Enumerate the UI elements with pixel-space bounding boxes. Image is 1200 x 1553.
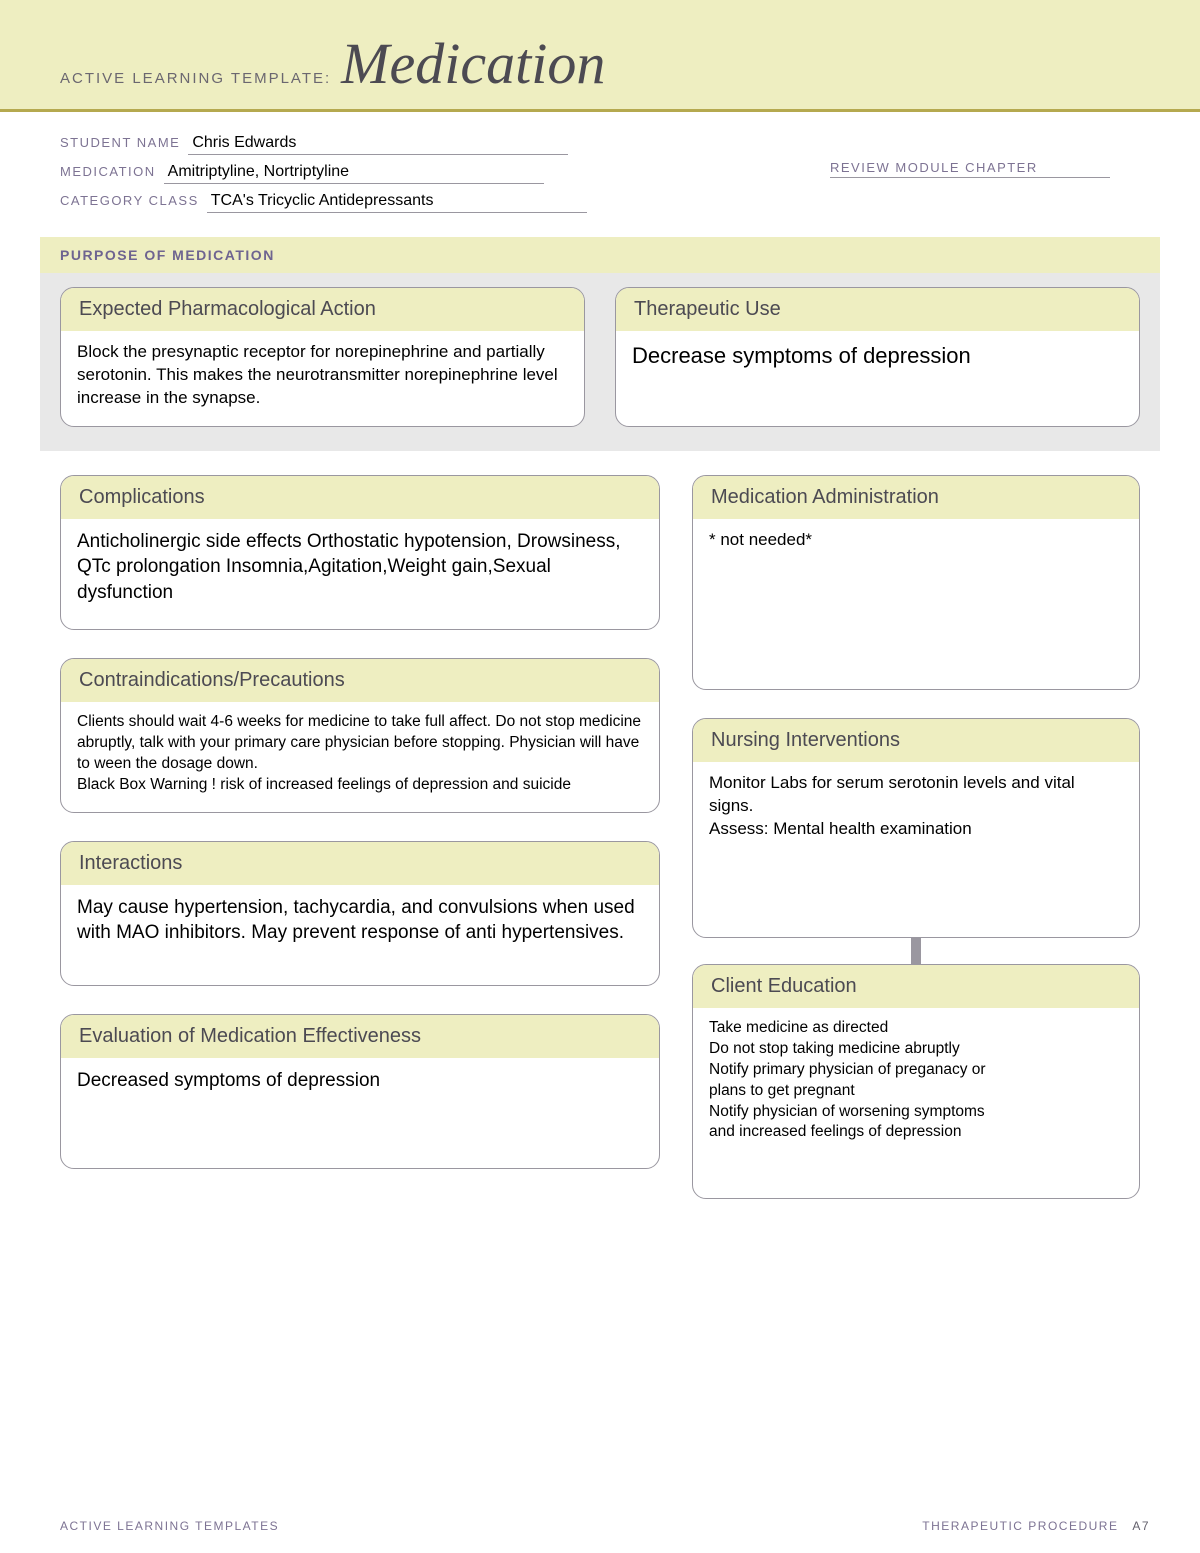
education-card: Client Education Take medicine as direct… <box>692 964 1140 1199</box>
interactions-card: Interactions May cause hypertension, tac… <box>60 841 660 986</box>
pharm-action-card: Expected Pharmacological Action Block th… <box>60 287 585 427</box>
evaluation-card: Evaluation of Medication Effectiveness D… <box>60 1014 660 1169</box>
nursing-title: Nursing Interventions <box>693 719 1139 762</box>
evaluation-title: Evaluation of Medication Effectiveness <box>61 1015 659 1058</box>
header-prefix: ACTIVE LEARNING TEMPLATE: <box>60 70 331 87</box>
therapeutic-use-card: Therapeutic Use Decrease symptoms of dep… <box>615 287 1140 427</box>
meta-block: STUDENT NAME Chris Edwards MEDICATION Am… <box>0 112 1200 237</box>
header-title: Medication <box>341 30 605 97</box>
student-name-label: STUDENT NAME <box>60 135 180 150</box>
review-chapter-field[interactable]: REVIEW MODULE CHAPTER <box>830 160 1110 178</box>
left-column: Complications Anticholinergic side effec… <box>60 475 660 1199</box>
interactions-body[interactable]: May cause hypertension, tachycardia, and… <box>61 885 659 985</box>
nursing-card: Nursing Interventions Monitor Labs for s… <box>692 718 1140 938</box>
contraindications-title: Contraindications/Precautions <box>61 659 659 702</box>
pharm-action-body[interactable]: Block the presynaptic receptor for norep… <box>61 331 584 426</box>
spacer <box>692 690 1140 718</box>
footer-right-label: THERAPEUTIC PROCEDURE <box>922 1519 1118 1533</box>
header-band: ACTIVE LEARNING TEMPLATE: Medication <box>0 0 1200 112</box>
contraindications-body[interactable]: Clients should wait 4-6 weeks for medici… <box>61 702 659 812</box>
complications-body[interactable]: Anticholinergic side effects Orthostatic… <box>61 519 659 629</box>
contraindications-card: Contraindications/Precautions Clients sh… <box>60 658 660 813</box>
therapeutic-use-title: Therapeutic Use <box>616 288 1139 331</box>
complications-title: Complications <box>61 476 659 519</box>
footer: ACTIVE LEARNING TEMPLATES THERAPEUTIC PR… <box>60 1519 1150 1533</box>
education-body[interactable]: Take medicine as directed Do not stop ta… <box>693 1008 1139 1198</box>
connector-line <box>911 938 921 964</box>
footer-left: ACTIVE LEARNING TEMPLATES <box>60 1519 279 1533</box>
student-name-field[interactable]: Chris Edwards <box>188 134 568 155</box>
category-field[interactable]: TCA's Tricyclic Antidepressants <box>207 192 587 213</box>
purpose-section-band: PURPOSE OF MEDICATION <box>40 237 1160 273</box>
nursing-body[interactable]: Monitor Labs for serum serotonin levels … <box>693 762 1139 937</box>
footer-right: THERAPEUTIC PROCEDURE A7 <box>922 1519 1150 1533</box>
complications-card: Complications Anticholinergic side effec… <box>60 475 660 630</box>
administration-card: Medication Administration * not needed* <box>692 475 1140 690</box>
purpose-row: Expected Pharmacological Action Block th… <box>40 273 1160 451</box>
page: ACTIVE LEARNING TEMPLATE: Medication STU… <box>0 0 1200 1553</box>
interactions-title: Interactions <box>61 842 659 885</box>
pharm-action-title: Expected Pharmacological Action <box>61 288 584 331</box>
right-column: Medication Administration * not needed* … <box>692 475 1140 1199</box>
footer-page-number: A7 <box>1132 1519 1150 1533</box>
medication-field[interactable]: Amitriptyline, Nortriptyline <box>164 163 544 184</box>
medication-label: MEDICATION <box>60 164 156 179</box>
main-columns: Complications Anticholinergic side effec… <box>0 451 1200 1219</box>
administration-title: Medication Administration <box>693 476 1139 519</box>
therapeutic-use-body[interactable]: Decrease symptoms of depression <box>616 331 1139 387</box>
education-title: Client Education <box>693 965 1139 1008</box>
evaluation-body[interactable]: Decreased symptoms of depression <box>61 1058 659 1168</box>
category-label: CATEGORY CLASS <box>60 193 199 208</box>
purpose-section-label: PURPOSE OF MEDICATION <box>60 247 1140 263</box>
administration-body[interactable]: * not needed* <box>693 519 1139 689</box>
review-chapter-label: REVIEW MODULE CHAPTER <box>830 160 1038 175</box>
